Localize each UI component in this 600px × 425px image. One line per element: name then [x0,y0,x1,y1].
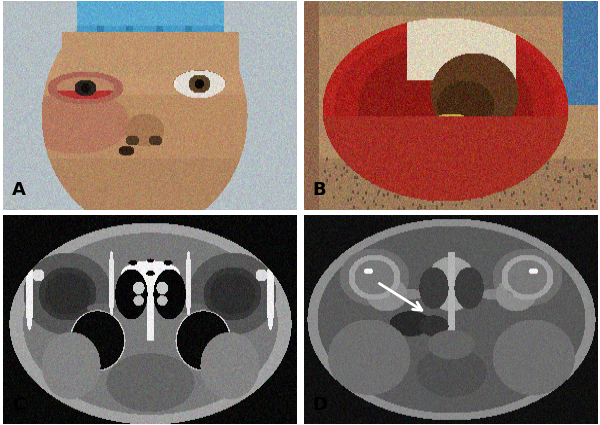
Text: D: D [313,396,328,414]
Text: A: A [12,181,26,199]
Text: B: B [313,181,326,199]
Text: C: C [12,396,25,414]
